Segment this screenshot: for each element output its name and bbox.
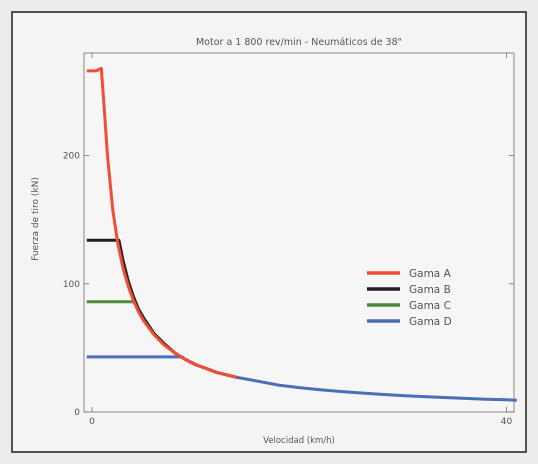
series-line-gama-a: [86, 66, 238, 379]
legend-label-gama-a: Gama A: [409, 268, 452, 280]
legend-label-gama-d: Gama D: [409, 316, 452, 328]
y-tick-label: 0: [74, 408, 80, 418]
chart-title: Motor a 1 800 rev/min - Neumáticos de 38…: [196, 37, 402, 48]
legend-label-gama-b: Gama B: [409, 284, 451, 296]
y-tick-label: 200: [63, 152, 80, 162]
legend-label-gama-c: Gama C: [409, 300, 451, 312]
x-tick-label: 0: [89, 417, 95, 427]
axis-ticks: 0 100 200 0 40: [63, 53, 514, 427]
x-tick-label: 40: [501, 417, 513, 427]
series-lines: [86, 66, 517, 402]
y-tick-label: 100: [63, 280, 80, 290]
plot-area: [83, 52, 515, 413]
x-axis-label: Velocidad (km/h): [263, 436, 335, 446]
legend: Gama A Gama B Gama C Gama D: [367, 268, 452, 328]
y-axis-label: Fuerza de tiro (kN): [31, 177, 41, 261]
